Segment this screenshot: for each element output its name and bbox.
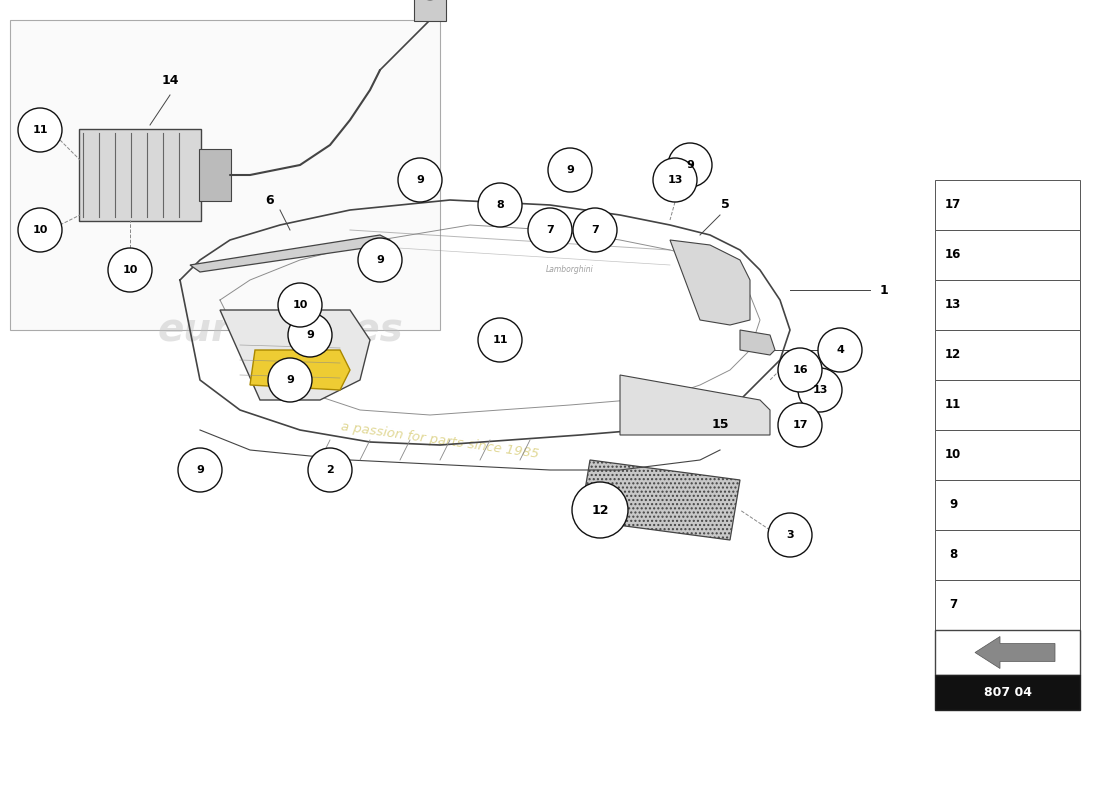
Bar [10,20,440,330]
Text: 9: 9 [949,498,957,511]
Circle shape [478,318,522,362]
Text: 10: 10 [32,225,47,235]
Circle shape [288,313,332,357]
Text: 14: 14 [162,74,178,86]
Text: 10: 10 [945,449,961,462]
Text: 8: 8 [496,200,504,210]
FancyBboxPatch shape [79,129,201,221]
Text: 7: 7 [546,225,554,235]
Text: 16: 16 [945,249,961,262]
Text: Lamborghini: Lamborghini [546,266,594,274]
Circle shape [358,238,402,282]
Text: 10: 10 [122,265,138,275]
Circle shape [572,482,628,538]
Text: 9: 9 [416,175,424,185]
Circle shape [178,448,222,492]
Circle shape [548,148,592,192]
Circle shape [778,403,822,447]
Text: 13: 13 [668,175,683,185]
Polygon shape [580,460,740,540]
Bar [935,230,1080,280]
Circle shape [573,208,617,252]
Text: 6: 6 [266,194,274,206]
Text: 17: 17 [945,198,961,211]
Circle shape [768,513,812,557]
Circle shape [268,358,312,402]
Text: 9: 9 [376,255,384,265]
Text: a passion for parts since 1985: a passion for parts since 1985 [340,420,540,460]
Text: 13: 13 [945,298,961,311]
Polygon shape [190,235,390,272]
Circle shape [818,328,862,372]
Text: 11: 11 [493,335,508,345]
Circle shape [778,348,822,392]
FancyArrow shape [975,637,1055,669]
Bar [935,480,1080,530]
Text: 807 04: 807 04 [983,686,1032,699]
Text: 9: 9 [286,375,294,385]
Bar [935,675,1080,710]
Text: 7: 7 [949,598,957,611]
Text: 17: 17 [792,420,807,430]
Bar [935,280,1080,330]
Polygon shape [670,240,750,325]
Polygon shape [620,375,770,435]
Text: 10: 10 [293,300,308,310]
Circle shape [478,183,522,227]
Bar [935,580,1080,630]
Text: eurospares: eurospares [157,311,403,349]
Polygon shape [250,350,350,390]
Text: 12: 12 [945,349,961,362]
Text: 4: 4 [836,345,844,355]
Circle shape [653,158,697,202]
Text: 9: 9 [566,165,574,175]
Text: 11: 11 [32,125,47,135]
FancyBboxPatch shape [414,0,446,21]
FancyBboxPatch shape [199,149,231,201]
Text: 16: 16 [792,365,807,375]
Text: 15: 15 [712,418,728,431]
Bar [935,630,1080,675]
Bar [935,180,1080,230]
Circle shape [18,108,62,152]
Circle shape [668,143,712,187]
Bar [935,530,1080,580]
Text: 2: 2 [326,465,334,475]
Polygon shape [740,330,776,355]
Text: 11: 11 [945,398,961,411]
Text: 3: 3 [786,530,794,540]
Text: 7: 7 [591,225,598,235]
Bar [935,380,1080,430]
Text: 1: 1 [880,283,889,297]
Text: 8: 8 [949,549,957,562]
Circle shape [108,248,152,292]
Bar [935,330,1080,380]
Circle shape [798,368,842,412]
Circle shape [18,208,62,252]
Circle shape [278,283,322,327]
Polygon shape [220,310,370,400]
Text: 9: 9 [306,330,313,340]
Text: 13: 13 [812,385,827,395]
Circle shape [308,448,352,492]
Bar [935,430,1080,480]
Text: 9: 9 [686,160,694,170]
Circle shape [528,208,572,252]
Text: 5: 5 [720,198,729,211]
Circle shape [398,158,442,202]
Text: 9: 9 [196,465,204,475]
Text: 12: 12 [592,503,608,517]
